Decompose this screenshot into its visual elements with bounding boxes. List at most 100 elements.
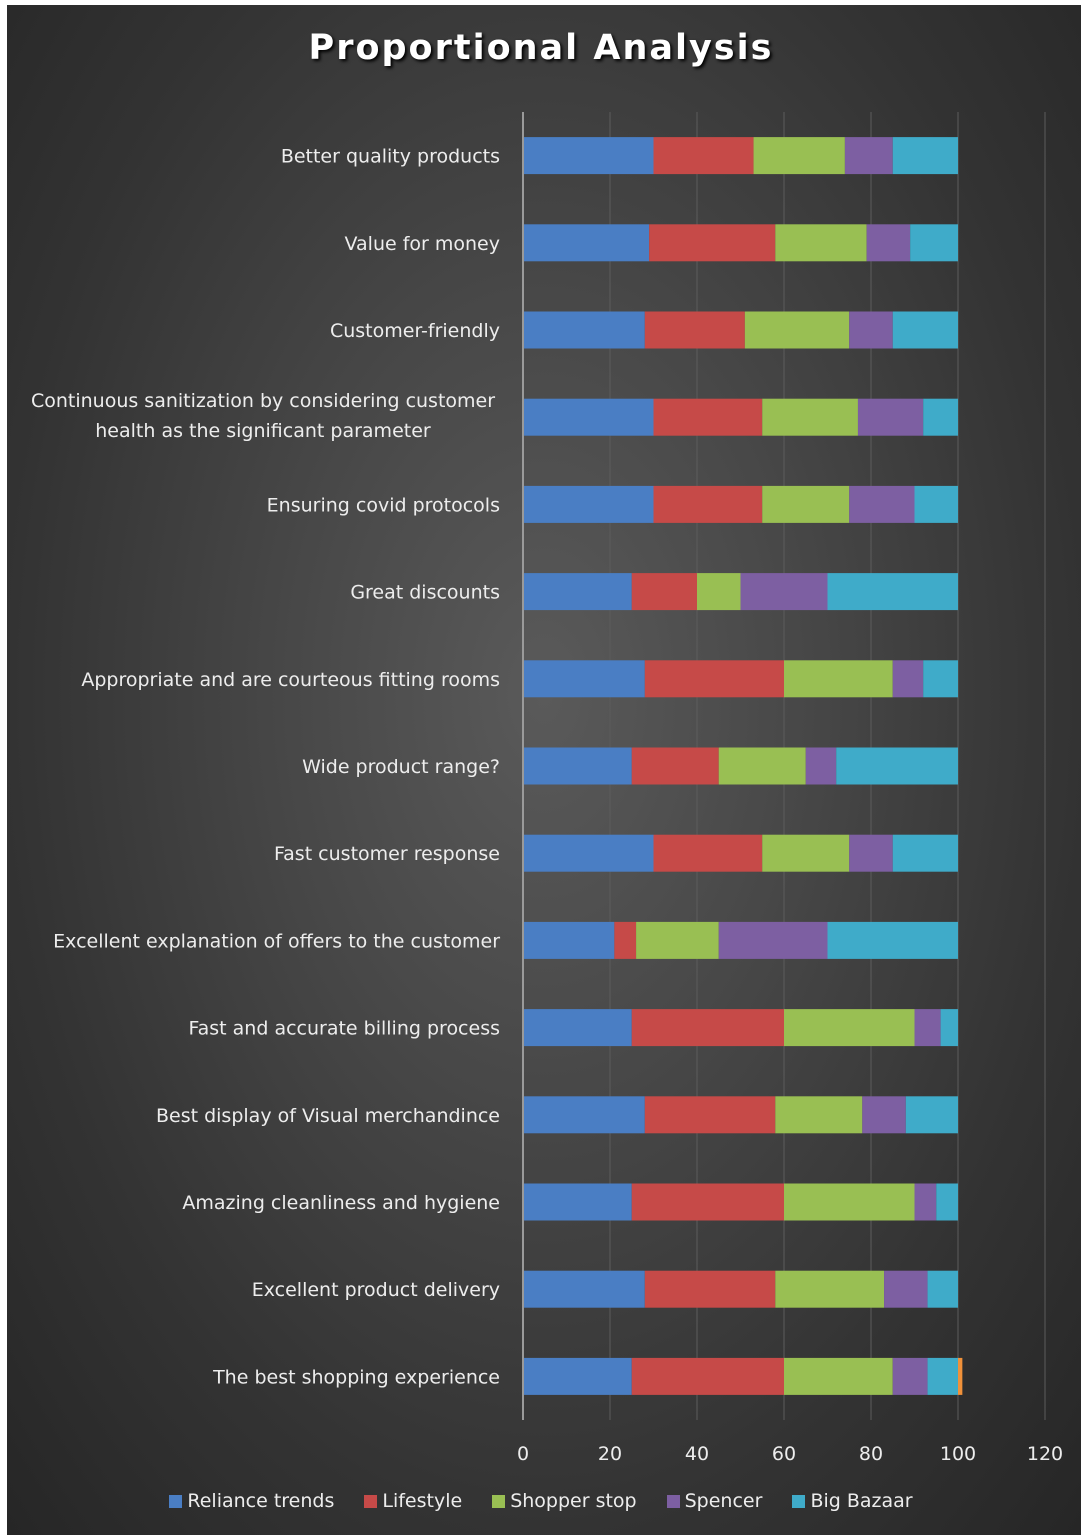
- bar-segment: [523, 137, 654, 175]
- bar-segment: [718, 921, 828, 959]
- bar-segment: [523, 1009, 632, 1047]
- bar-segment: [523, 660, 645, 698]
- bar-segment: [892, 311, 958, 349]
- bar-segment: [905, 1096, 958, 1134]
- category-label: Fast and accurate billing process: [188, 1018, 500, 1040]
- bar-segment: [636, 921, 719, 959]
- bar-segment: [523, 573, 632, 611]
- bar-segment: [631, 1357, 784, 1395]
- bar-segment: [523, 1183, 632, 1221]
- bar-segment: [849, 834, 893, 872]
- bar-segment: [923, 660, 958, 698]
- category-labels: Better quality products Value for money Cu…: [31, 146, 500, 1389]
- legend-swatch: [364, 1494, 378, 1508]
- x-tick-label: 20: [598, 1443, 622, 1465]
- bar-segment: [892, 137, 958, 175]
- bar-segment: [958, 1357, 963, 1395]
- bar-segment: [523, 921, 615, 959]
- chart-title: Proportional Analysis: [308, 28, 774, 68]
- tick-labels: 0 20 40 60 80 100 120: [517, 1443, 1063, 1465]
- legend-item: Shopper stop: [492, 1490, 637, 1512]
- bar-segment: [784, 1183, 915, 1221]
- bar-segment: [644, 311, 745, 349]
- x-tick-label: 80: [859, 1443, 883, 1465]
- bar-segment: [884, 1270, 928, 1308]
- legend-label: Reliance trends: [187, 1490, 335, 1512]
- bar-segment: [753, 137, 845, 175]
- x-tick-label: 120: [1027, 1443, 1063, 1465]
- legend-label: Big Bazaar: [810, 1490, 913, 1512]
- bar-segment: [910, 224, 958, 262]
- legend-swatch: [492, 1494, 506, 1508]
- bar-segment: [523, 398, 654, 436]
- bar-segment: [827, 573, 958, 611]
- bar-segment: [849, 485, 915, 523]
- legend-item: Big Bazaar: [792, 1490, 913, 1512]
- bar-segment: [927, 1270, 958, 1308]
- bar-segment: [923, 398, 958, 436]
- category-label: Best display of Visual merchandince: [156, 1105, 500, 1127]
- bar-segment: [775, 224, 867, 262]
- bar-segment: [866, 224, 911, 262]
- bar-segment: [653, 398, 763, 436]
- legend-label: Spencer: [684, 1490, 763, 1512]
- bar-segment: [718, 747, 806, 785]
- bar-segment: [762, 485, 850, 523]
- bar-segment: [940, 1009, 958, 1047]
- bar-segment: [775, 1270, 885, 1308]
- bar-segment: [653, 834, 763, 872]
- bar-segment: [644, 1270, 776, 1308]
- legend-swatch: [792, 1494, 806, 1508]
- legend: Reliance trends Lifestyle Shopper stop Spen…: [0, 1490, 1082, 1512]
- bar-segment: [523, 747, 632, 785]
- bar-segment: [805, 747, 837, 785]
- bar-segment: [649, 224, 776, 262]
- bar-segment: [849, 311, 893, 349]
- bar-segment: [523, 1270, 645, 1308]
- bar-segment: [844, 137, 893, 175]
- legend-item: Reliance trends: [169, 1490, 334, 1512]
- category-label: Customer-friendly: [330, 320, 500, 342]
- bar-segment: [892, 660, 924, 698]
- bar-segment: [936, 1183, 958, 1221]
- category-label: The best shopping experience: [212, 1366, 500, 1388]
- bar-segment: [653, 485, 763, 523]
- bar-segment: [762, 834, 850, 872]
- bar-segment: [892, 834, 958, 872]
- bar-segment: [740, 573, 828, 611]
- category-label: Great discounts: [350, 582, 500, 604]
- legend-swatch: [169, 1494, 183, 1508]
- bar-segment: [784, 1357, 893, 1395]
- x-tick-label: 60: [772, 1443, 796, 1465]
- bar-segment: [827, 921, 958, 959]
- bar-segment: [644, 1096, 776, 1134]
- category-label: Better quality products: [281, 146, 500, 168]
- x-tick-label: 40: [685, 1443, 709, 1465]
- bar-segment: [614, 921, 637, 959]
- category-label: Wide product range?: [302, 756, 500, 778]
- bar-segment: [653, 137, 754, 175]
- category-label: Continuous sanitization by considering c…: [31, 390, 495, 442]
- bar-segment: [927, 1357, 958, 1395]
- category-label: Amazing cleanliness and hygiene: [182, 1192, 500, 1214]
- legend-item: Spencer: [666, 1490, 763, 1512]
- bar-segment: [523, 311, 645, 349]
- bar-segment: [523, 1357, 632, 1395]
- bars: [523, 137, 963, 1395]
- bar-segment: [644, 660, 784, 698]
- bar-segment: [523, 834, 654, 872]
- bar-segment: [775, 1096, 863, 1134]
- bar-segment: [523, 224, 650, 262]
- bar-segment: [631, 1009, 784, 1047]
- x-tick-label: 0: [517, 1443, 529, 1465]
- bar-segment: [784, 1009, 915, 1047]
- bar-segment: [784, 660, 893, 698]
- bar-segment: [914, 1009, 941, 1047]
- category-label: Appropriate and are courteous fitting ro…: [81, 669, 500, 691]
- bar-segment: [523, 485, 654, 523]
- category-label: Ensuring covid protocols: [267, 494, 500, 516]
- category-label: Excellent explanation of offers to the c…: [53, 930, 500, 952]
- legend-item: Lifestyle: [364, 1490, 462, 1512]
- bar-segment: [892, 1357, 928, 1395]
